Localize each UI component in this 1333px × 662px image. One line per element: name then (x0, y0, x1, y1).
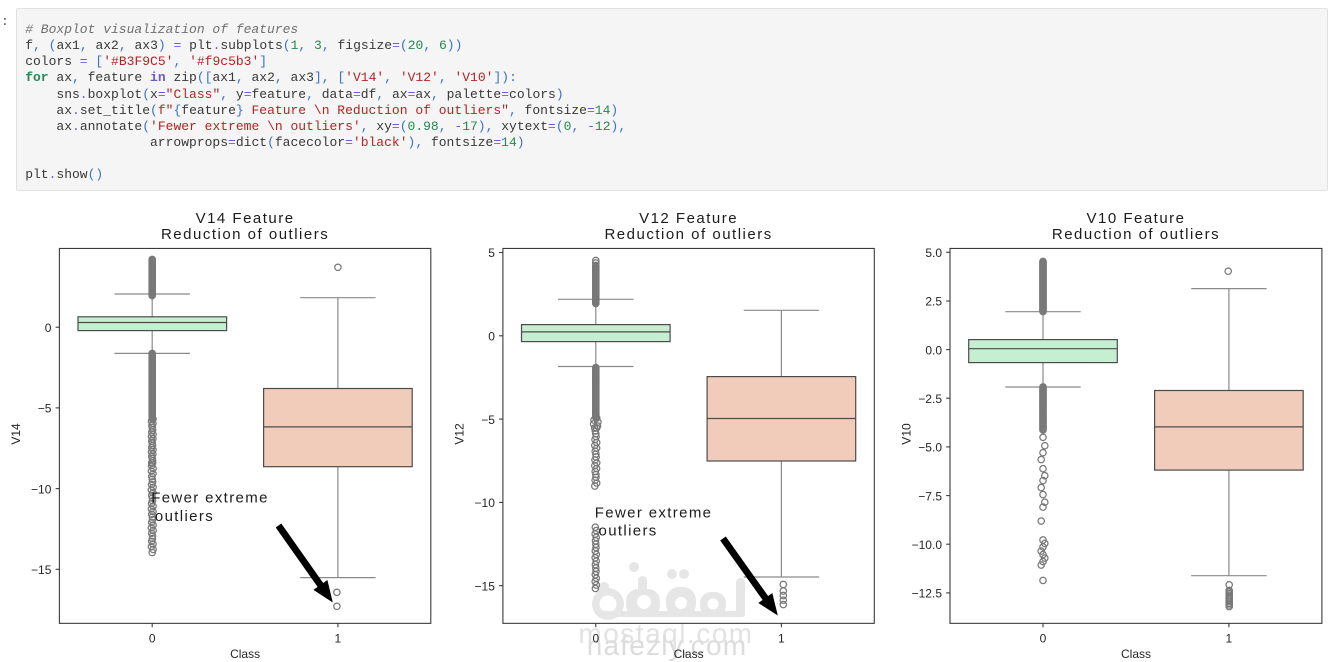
svg-text:−10: −10 (31, 482, 52, 496)
svg-text:−5: −5 (38, 402, 52, 416)
svg-text:0: 0 (45, 321, 52, 335)
svg-text:−10.0: −10.0 (912, 538, 943, 552)
svg-text:Class: Class (1121, 647, 1151, 661)
svg-text:Reduction of outliers: Reduction of outliers (604, 226, 772, 243)
svg-text:0: 0 (488, 330, 495, 344)
svg-text:Reduction of outliers: Reduction of outliers (1052, 226, 1220, 243)
svg-text:0: 0 (1040, 632, 1047, 646)
svg-text:Class: Class (230, 647, 260, 661)
svg-text:Reduction of outliers: Reduction of outliers (161, 226, 329, 243)
svg-text:Fewer extreme: Fewer extreme (151, 490, 269, 507)
svg-text:V12: V12 (452, 423, 466, 445)
svg-text:outliers: outliers (155, 508, 214, 525)
svg-text:−2.5: −2.5 (918, 392, 942, 406)
svg-text:Fewer extreme: Fewer extreme (595, 504, 713, 521)
svg-text:2.5: 2.5 (925, 295, 942, 309)
svg-text:V10: V10 (900, 423, 914, 445)
svg-text:1: 1 (778, 632, 785, 646)
svg-text:V12 Feature: V12 Feature (639, 210, 738, 227)
svg-text:−7.5: −7.5 (918, 489, 942, 503)
svg-text:0.0: 0.0 (925, 343, 942, 357)
svg-text:−5.0: −5.0 (918, 441, 942, 455)
svg-text:−10: −10 (475, 496, 496, 510)
svg-text:0: 0 (592, 632, 599, 646)
svg-text:1: 1 (335, 632, 342, 646)
svg-text:V10 Feature: V10 Feature (1086, 210, 1185, 227)
svg-text:V14 Feature: V14 Feature (196, 210, 295, 227)
svg-text:5: 5 (488, 246, 495, 260)
svg-text:Class: Class (674, 647, 704, 661)
svg-text:−12.5: −12.5 (912, 587, 943, 601)
svg-text:5.0: 5.0 (925, 246, 942, 260)
svg-text:outliers: outliers (599, 523, 658, 540)
svg-text:0: 0 (149, 632, 156, 646)
svg-text:−15: −15 (475, 579, 496, 593)
svg-text:nafezly.com: nafezly.com (587, 630, 748, 661)
svg-text:V14: V14 (9, 423, 23, 445)
svg-text:−5: −5 (481, 413, 495, 427)
svg-text:1: 1 (1226, 632, 1233, 646)
svg-text:−15: −15 (31, 563, 52, 577)
